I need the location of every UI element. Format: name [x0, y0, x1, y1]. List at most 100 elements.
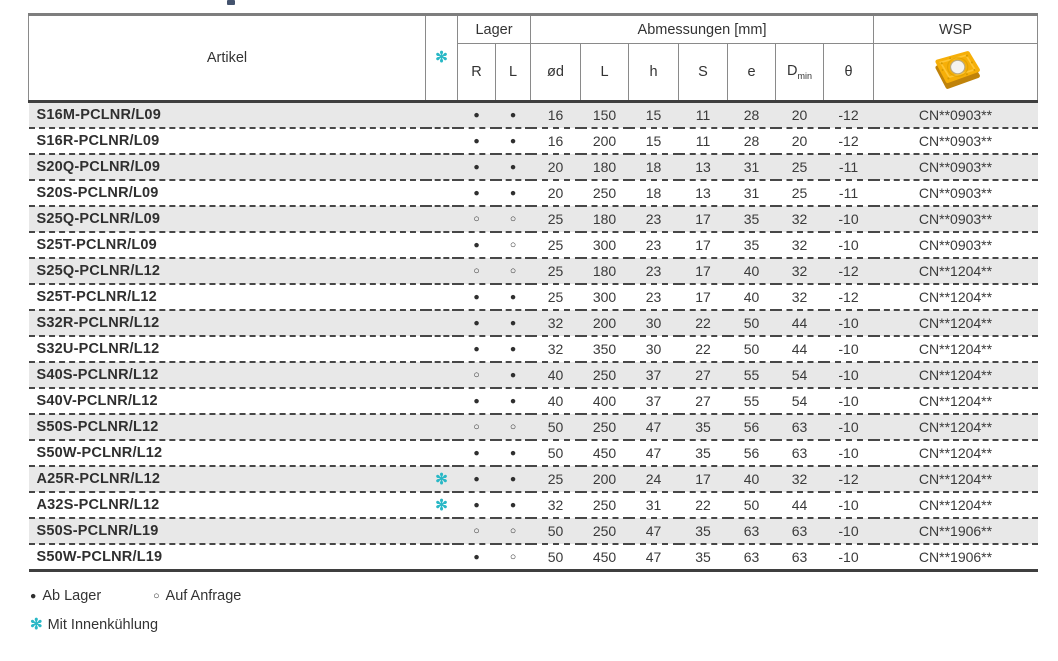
- dim-od-cell: 25: [530, 258, 581, 285]
- coolant-cell: [425, 414, 458, 441]
- dim-theta-cell: -10: [823, 414, 874, 441]
- product-table: Artikel ✻ Lager Abmessungen [mm] WSP R L…: [28, 13, 1039, 572]
- dim-length-cell: 450: [580, 440, 629, 467]
- lager-l-cell: ○: [495, 414, 531, 441]
- dim-h-cell: 37: [628, 388, 679, 415]
- coolant-cell: [425, 258, 458, 285]
- artikel-cell: S16R-PCLNR/L09: [28, 128, 426, 155]
- lager-r-cell: ●: [457, 466, 496, 493]
- table-row: A32S-PCLNR/L12 ✻ ● ● 32 250 31 22 50 44 -10 CN**120…: [28, 492, 1038, 519]
- lager-r-cell: ●: [457, 128, 496, 155]
- artikel-cell: S32U-PCLNR/L12: [28, 336, 426, 363]
- dim-e-cell: 56: [727, 414, 776, 441]
- dim-s-cell: 17: [678, 258, 728, 285]
- dim-theta-cell: -10: [823, 544, 874, 572]
- coolant-cell: [425, 206, 458, 233]
- dim-e-cell: 35: [727, 232, 776, 259]
- column-header-s: S: [678, 43, 728, 103]
- dim-od-cell: 20: [530, 180, 581, 207]
- dim-s-cell: 27: [678, 388, 728, 415]
- dim-length-cell: 250: [580, 180, 629, 207]
- lager-r-cell: ○: [457, 258, 496, 285]
- dim-s-cell: 22: [678, 492, 728, 519]
- legend-mit-innenkuehlung-label: Mit Innenkühlung: [47, 617, 159, 633]
- dim-length-cell: 150: [580, 101, 629, 129]
- dim-od-cell: 25: [530, 466, 581, 493]
- column-header-e: e: [727, 43, 776, 103]
- table-row: S20S-PCLNR/L09 ● ● 20 250 18 13 31 25 -11 CN**0903…: [28, 180, 1038, 207]
- lager-l-cell: ●: [495, 440, 531, 467]
- dim-dmin-cell: 32: [775, 258, 824, 285]
- open-dot-icon: ○: [153, 590, 160, 602]
- wsp-cell: CN**0903**: [873, 180, 1038, 207]
- lager-r-cell: ○: [457, 414, 496, 441]
- coolant-cell: [425, 388, 458, 415]
- dim-dmin-cell: 44: [775, 310, 824, 337]
- wsp-cell: CN**0903**: [873, 128, 1038, 155]
- column-header-abmessungen: Abmessungen [mm]: [529, 14, 875, 44]
- lager-r-cell: ●: [457, 310, 496, 337]
- dim-od-cell: 20: [530, 154, 581, 181]
- dim-od-cell: 32: [530, 336, 581, 363]
- dim-s-cell: 13: [678, 180, 728, 207]
- dim-h-cell: 23: [628, 232, 679, 259]
- lager-l-cell: ●: [495, 310, 531, 337]
- dim-h-cell: 37: [628, 362, 679, 389]
- coolant-legend-line: ✻ Mit Innenkühlung: [30, 611, 241, 640]
- cutting-insert-icon: [929, 49, 983, 91]
- dim-s-cell: 13: [678, 154, 728, 181]
- table-row: S32U-PCLNR/L12 ● ● 32 350 30 22 50 44 -10 CN**1204…: [28, 336, 1038, 363]
- lager-l-cell: ○: [495, 258, 531, 285]
- coolant-cell: [425, 544, 458, 572]
- dim-theta-cell: -12: [823, 284, 874, 311]
- coolant-cell: [425, 336, 458, 363]
- lager-l-cell: ●: [495, 362, 531, 389]
- dim-s-cell: 17: [678, 232, 728, 259]
- column-header-theta: θ: [822, 43, 875, 103]
- dim-h-cell: 23: [628, 284, 679, 311]
- lager-l-cell: ●: [495, 492, 531, 519]
- dim-s-cell: 11: [678, 128, 728, 155]
- dim-length-cell: 300: [580, 284, 629, 311]
- dim-dmin-cell: 63: [775, 518, 824, 545]
- dim-h-cell: 23: [628, 206, 679, 233]
- column-header-length: L: [580, 43, 629, 103]
- lager-r-cell: ●: [457, 336, 496, 363]
- table-row: S50S-PCLNR/L19 ○ ○ 50 250 47 35 63 63 -10 CN**1906…: [28, 518, 1038, 545]
- dim-dmin-cell: 54: [775, 388, 824, 415]
- column-header-r: R: [457, 43, 496, 103]
- dim-dmin-cell: 32: [775, 206, 824, 233]
- dim-dmin-cell: 20: [775, 128, 824, 155]
- dim-e-cell: 35: [727, 206, 776, 233]
- column-header-lager: Lager: [457, 14, 531, 44]
- dim-theta-cell: -10: [823, 440, 874, 467]
- dim-e-cell: 50: [727, 310, 776, 337]
- lager-r-cell: ●: [457, 101, 496, 129]
- dim-e-cell: 63: [727, 518, 776, 545]
- dim-theta-cell: -12: [823, 101, 874, 129]
- dim-h-cell: 47: [628, 518, 679, 545]
- coolant-cell: [425, 310, 458, 337]
- artikel-cell: S20S-PCLNR/L09: [28, 180, 426, 207]
- dim-s-cell: 11: [678, 101, 728, 129]
- wsp-cell: CN**1906**: [873, 518, 1038, 545]
- dim-length-cell: 350: [580, 336, 629, 363]
- dim-s-cell: 35: [678, 544, 728, 572]
- dim-h-cell: 24: [628, 466, 679, 493]
- lager-r-cell: ○: [457, 518, 496, 545]
- dim-h-cell: 15: [628, 101, 679, 129]
- dim-dmin-cell: 25: [775, 154, 824, 181]
- dim-theta-cell: -10: [823, 518, 874, 545]
- coolant-cell: [425, 440, 458, 467]
- dim-od-cell: 25: [530, 284, 581, 311]
- dim-theta-cell: -10: [823, 362, 874, 389]
- dim-length-cell: 450: [580, 544, 629, 572]
- dim-h-cell: 18: [628, 180, 679, 207]
- wsp-insert-header-cell: [873, 43, 1039, 103]
- column-header-h: h: [628, 43, 679, 103]
- wsp-cell: CN**1204**: [873, 388, 1038, 415]
- lager-l-cell: ●: [495, 101, 531, 129]
- dim-od-cell: 50: [530, 440, 581, 467]
- dim-length-cell: 400: [580, 388, 629, 415]
- lager-l-cell: ●: [495, 388, 531, 415]
